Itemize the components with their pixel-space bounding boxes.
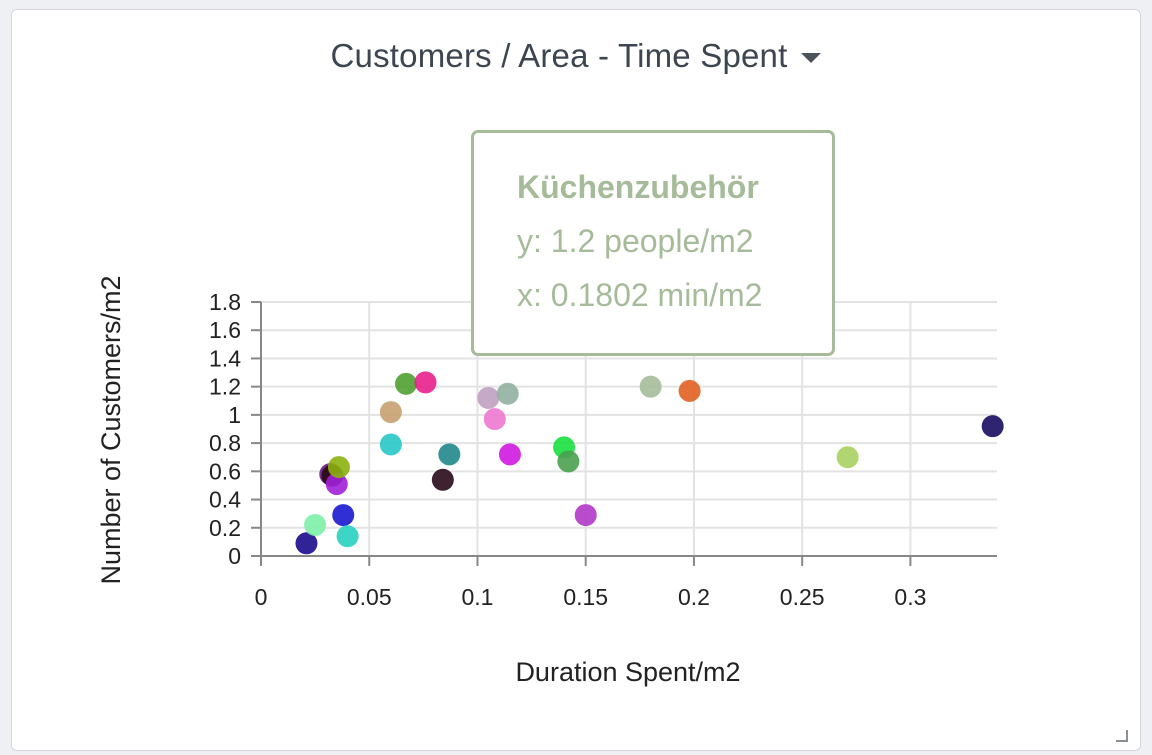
scatter-point[interactable] [639,375,662,398]
scatter-point[interactable] [336,525,359,548]
y-tick-label: 1.2 [209,374,241,400]
scatter-point[interactable] [574,504,597,527]
y-tick-label: 0.8 [209,430,241,456]
x-axis-label: Duration Spent/m2 [515,657,740,687]
x-tick-label: 0.25 [780,584,825,610]
scatter-point[interactable] [379,433,402,456]
y-axis-label: Number of Customers/m2 [96,275,126,584]
caret-down-icon[interactable] [801,53,822,63]
scatter-point[interactable] [327,456,350,479]
x-tick-label: 0.3 [894,584,926,610]
scatter-point[interactable] [498,443,521,466]
tooltip-x-value: x: 0.1802 min/m2 [517,277,763,313]
y-tick-label: 1.4 [209,345,241,371]
scatter-point[interactable] [438,443,461,466]
chart-title: Customers / Area - Time Spent [330,37,788,74]
scatter-point[interactable] [295,532,318,555]
resize-handle-icon[interactable] [1116,730,1128,742]
scatter-point[interactable] [477,386,500,409]
scatter-point[interactable] [304,513,327,536]
scatter-point[interactable] [325,473,348,496]
x-tick-label: 0.2 [678,584,710,610]
y-tick-label: 0.4 [209,487,241,513]
scatter-point[interactable] [557,450,580,473]
tooltip-y-value: y: 1.2 people/m2 [517,223,754,259]
y-tick-label: 1.6 [209,317,241,343]
scatter-point[interactable] [332,504,355,527]
scatter-point[interactable] [836,446,859,469]
x-tick-label: 0.15 [563,584,608,610]
y-tick-label: 0.6 [209,458,241,484]
scatter-point[interactable] [431,468,454,491]
scatter-point[interactable] [395,372,418,395]
scatter-point[interactable] [483,408,506,431]
scatter-point[interactable] [678,379,701,402]
x-tick-label: 0 [255,584,268,610]
scatter-point[interactable] [981,415,1004,438]
x-tick-label: 0.1 [461,584,493,610]
x-tick-label: 0.05 [347,584,392,610]
tooltip: Küchenzubehör y: 1.2 people/m2 x: 0.1802… [471,130,835,356]
tooltip-series-name: Küchenzubehör [517,169,759,205]
y-tick-label: 0 [228,543,241,569]
scatter-point[interactable] [414,371,437,394]
y-tick-label: 1 [228,402,241,428]
scatter-point[interactable] [379,401,402,424]
scatter-point[interactable] [496,382,519,405]
y-tick-label: 0.2 [209,515,241,541]
chart-header: Customers / Area - Time Spent [12,34,1140,78]
y-tick-label: 1.8 [209,289,241,315]
